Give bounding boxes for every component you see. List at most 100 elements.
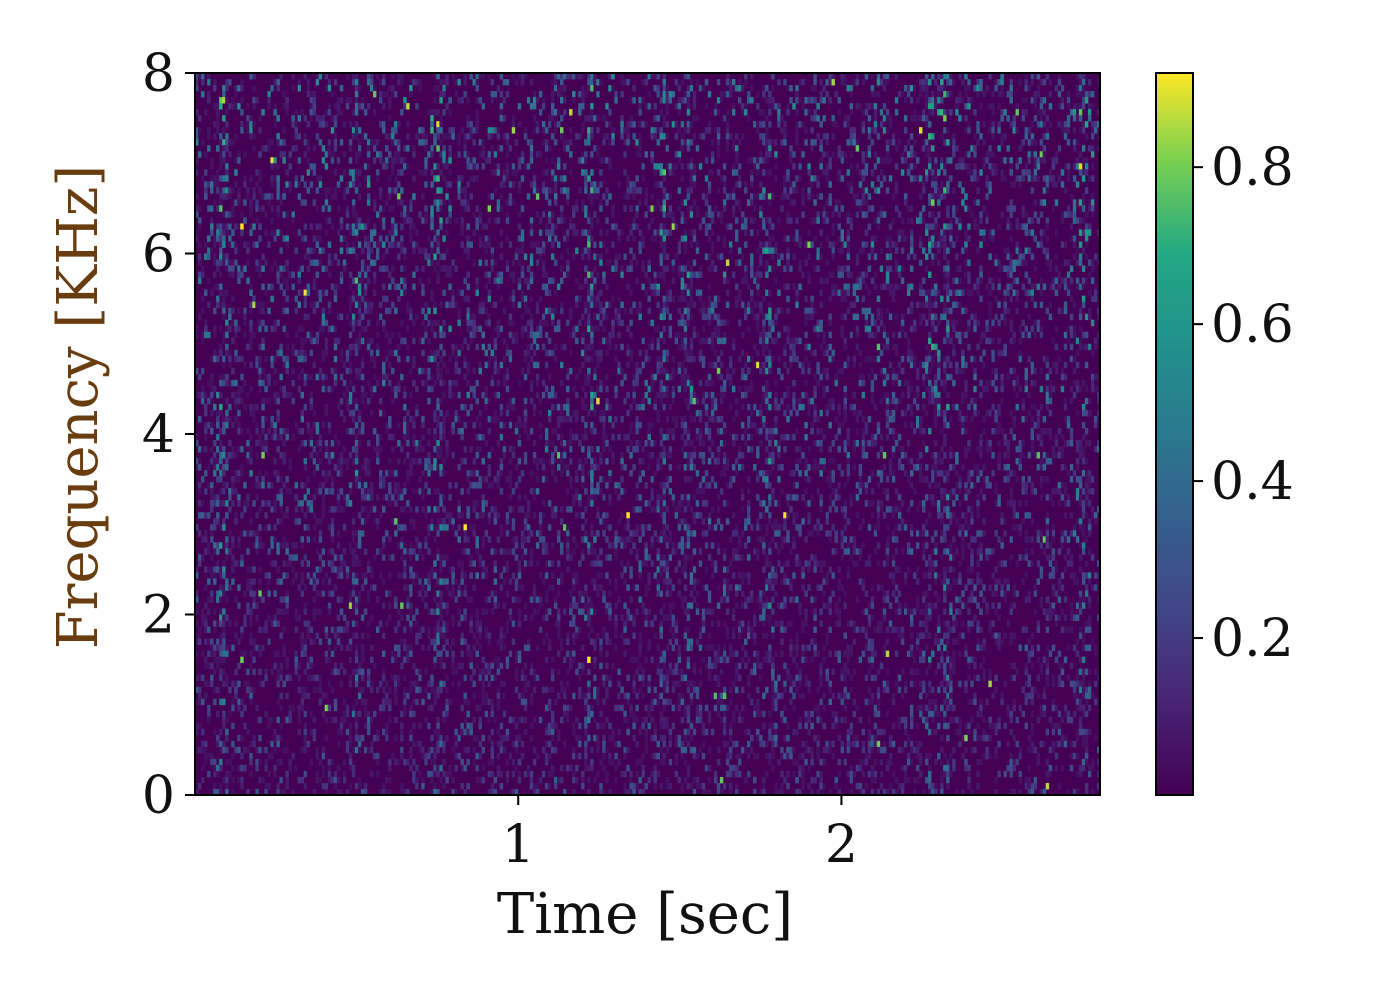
- heatmap-cell: [364, 175, 367, 181]
- heatmap-cell: [388, 350, 391, 356]
- heatmap-cell: [307, 621, 310, 627]
- heatmap-cell: [406, 422, 409, 428]
- heatmap-cell: [587, 235, 590, 241]
- heatmap-cell: [581, 548, 584, 554]
- heatmap-cell: [210, 590, 213, 596]
- heatmap-cell: [337, 596, 340, 602]
- heatmap-cell: [476, 284, 479, 290]
- heatmap-cell: [397, 675, 400, 681]
- heatmap-cell: [439, 596, 442, 602]
- heatmap-cell: [355, 79, 358, 85]
- heatmap-cell: [479, 422, 482, 428]
- heatmap-cell: [334, 115, 337, 121]
- heatmap-cell: [524, 548, 527, 554]
- heatmap-cell: [530, 669, 533, 675]
- heatmap-cell: [295, 127, 298, 133]
- heatmap-cell: [255, 482, 258, 488]
- heatmap-cell: [509, 548, 512, 554]
- heatmap-cell: [470, 621, 473, 627]
- heatmap-cell: [427, 705, 430, 711]
- heatmap-cell: [343, 777, 346, 783]
- heatmap-cell: [237, 542, 240, 548]
- heatmap-cell: [225, 681, 228, 687]
- heatmap-cell: [485, 693, 488, 699]
- heatmap-cell: [279, 506, 282, 512]
- heatmap-cell: [331, 566, 334, 572]
- heatmap-cell: [279, 284, 282, 290]
- heatmap-cell: [361, 645, 364, 651]
- heatmap-cell: [328, 109, 331, 115]
- heatmap-cell: [219, 199, 222, 205]
- heatmap-cell: [485, 398, 488, 404]
- heatmap-cell: [385, 530, 388, 536]
- heatmap-cell: [258, 735, 261, 741]
- heatmap-cell: [482, 699, 485, 705]
- heatmap-cell: [270, 422, 273, 428]
- heatmap-cell: [506, 217, 509, 223]
- heatmap-cell: [267, 284, 270, 290]
- heatmap-cell: [216, 711, 219, 717]
- heatmap-cell: [424, 380, 427, 386]
- heatmap-cell: [473, 320, 476, 326]
- heatmap-cell: [403, 639, 406, 645]
- heatmap-cell: [216, 446, 219, 452]
- heatmap-cell: [219, 747, 222, 753]
- heatmap-cell: [572, 332, 575, 338]
- heatmap-cell: [442, 266, 445, 272]
- heatmap-cell: [210, 488, 213, 494]
- heatmap-cell: [270, 536, 273, 542]
- heatmap-cell: [237, 398, 240, 404]
- heatmap-cell: [376, 729, 379, 735]
- heatmap-cell: [566, 681, 569, 687]
- heatmap-cell: [533, 115, 536, 121]
- heatmap-cell: [346, 368, 349, 374]
- heatmap-cell: [222, 422, 225, 428]
- heatmap-cell: [463, 404, 466, 410]
- heatmap-cell: [439, 687, 442, 693]
- heatmap-cell: [331, 590, 334, 596]
- heatmap-cell: [367, 151, 370, 157]
- heatmap-cell: [581, 777, 584, 783]
- heatmap-cell: [427, 470, 430, 476]
- heatmap-cell: [364, 705, 367, 711]
- heatmap-cell: [388, 536, 391, 542]
- heatmap-cell: [542, 464, 545, 470]
- heatmap-cell: [361, 464, 364, 470]
- heatmap-cell: [382, 374, 385, 380]
- heatmap-cell: [319, 326, 322, 332]
- heatmap-cell: [485, 362, 488, 368]
- heatmap-cell: [542, 344, 545, 350]
- heatmap-cell: [313, 615, 316, 621]
- heatmap-cell: [590, 422, 593, 428]
- heatmap-cell: [252, 302, 255, 308]
- heatmap-cell: [445, 266, 448, 272]
- heatmap-cell: [388, 284, 391, 290]
- heatmap-cell: [210, 681, 213, 687]
- heatmap-cell: [482, 332, 485, 338]
- heatmap-cell: [325, 705, 328, 711]
- heatmap-cell: [500, 663, 503, 669]
- heatmap-cell: [267, 374, 270, 380]
- heatmap-cell: [394, 482, 397, 488]
- heatmap-cell: [548, 199, 551, 205]
- heatmap-cell: [554, 121, 557, 127]
- heatmap-cell: [282, 651, 285, 657]
- heatmap-cell: [590, 470, 593, 476]
- heatmap-cell: [352, 109, 355, 115]
- heatmap-cell: [340, 247, 343, 253]
- heatmap-cell: [222, 615, 225, 621]
- heatmap-cell: [463, 699, 466, 705]
- heatmap-cell: [497, 127, 500, 133]
- heatmap-cell: [421, 506, 424, 512]
- heatmap-cell: [258, 374, 261, 380]
- heatmap-cell: [557, 621, 560, 627]
- heatmap-cell: [403, 488, 406, 494]
- heatmap-cell: [491, 590, 494, 596]
- heatmap-cell: [340, 723, 343, 729]
- heatmap-cell: [587, 368, 590, 374]
- heatmap-cell: [512, 127, 515, 133]
- heatmap-cell: [216, 663, 219, 669]
- heatmap-cell: [533, 669, 536, 675]
- heatmap-cell: [240, 85, 243, 91]
